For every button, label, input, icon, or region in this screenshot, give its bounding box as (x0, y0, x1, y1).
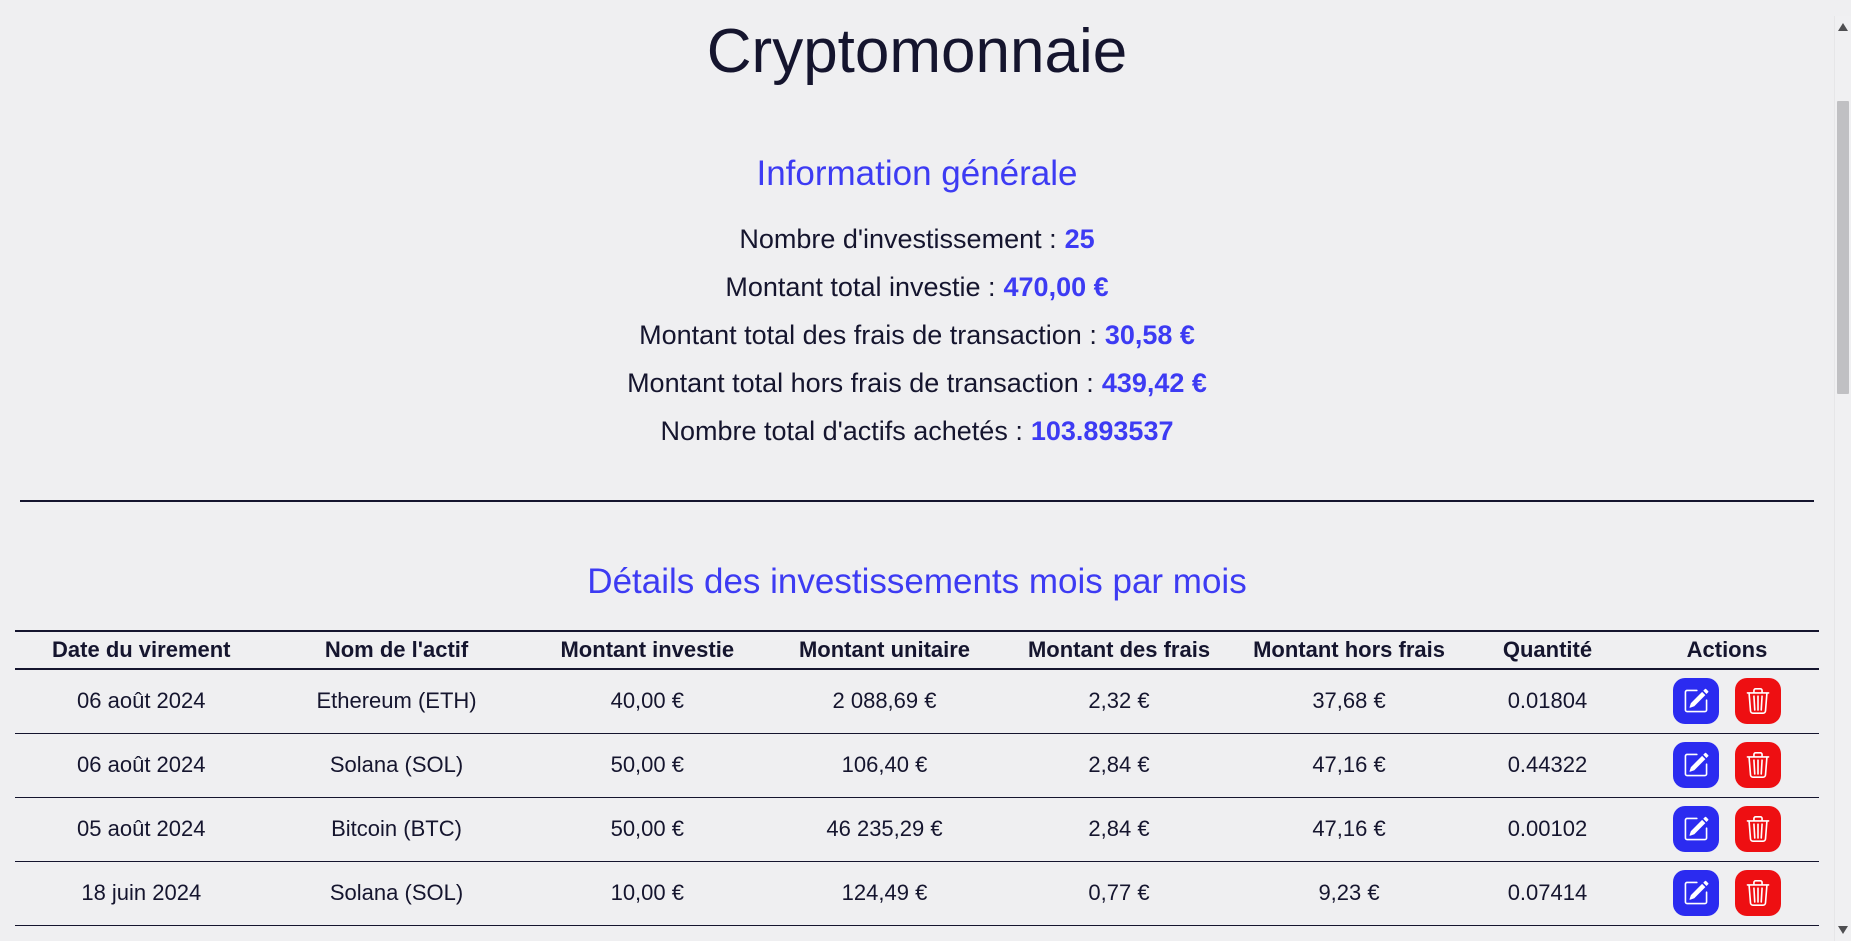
stat-label: Montant total hors frais de transaction … (627, 367, 1094, 398)
trash-icon (1745, 880, 1771, 907)
cell-date: 06 août 2024 (15, 668, 268, 734)
table-row: 18 juin 2024 Solana (SOL) 10,00 € 124,49… (15, 861, 1819, 926)
stat-value: 25 (1064, 223, 1095, 254)
stat-label: Nombre d'investissement : (739, 223, 1057, 254)
cell-fees: 2,84 € (999, 797, 1239, 862)
scrollbar-up-arrow[interactable] (1838, 23, 1848, 31)
cell-net: 9,23 € (1238, 861, 1460, 926)
cell-invested: 10,00 € (525, 861, 770, 926)
col-header-fees: Montant des frais (999, 629, 1239, 670)
stat-line: Montant total investie :470,00 € (0, 263, 1834, 311)
table-row: 06 août 2024 Ethereum (ETH) 40,00 € 2 08… (15, 668, 1819, 734)
trash-icon (1745, 688, 1771, 715)
cell-net: 47,16 € (1238, 797, 1460, 862)
table-header-row: Date du virement Nom de l'actif Montant … (15, 629, 1819, 670)
pencil-square-icon (1683, 688, 1709, 714)
scrollbar[interactable] (1834, 16, 1851, 941)
delete-button[interactable] (1735, 806, 1782, 853)
pencil-square-icon (1683, 880, 1709, 906)
cell-quantity: 0.00102 (1459, 797, 1635, 862)
col-header-quantity: Quantité (1459, 629, 1635, 670)
investments-table: Date du virement Nom de l'actif Montant … (15, 629, 1819, 926)
cell-date: 06 août 2024 (15, 733, 268, 798)
trash-icon (1745, 752, 1771, 779)
cell-unit: 124,49 € (769, 861, 1000, 926)
cell-asset: Solana (SOL) (267, 861, 526, 926)
edit-button[interactable] (1672, 742, 1719, 789)
delete-button[interactable] (1735, 742, 1782, 789)
cell-fees: 0,77 € (999, 861, 1239, 926)
stat-line: Montant total des frais de transaction :… (0, 311, 1834, 359)
col-header-date: Date du virement (15, 629, 268, 670)
general-info-heading: Information générale (756, 154, 1078, 194)
cell-fees: 2,84 € (999, 733, 1239, 798)
section-divider (20, 499, 1814, 502)
delete-button[interactable] (1735, 870, 1782, 917)
cell-asset: Ethereum (ETH) (267, 668, 526, 734)
investments-table-body: 06 août 2024 Ethereum (ETH) 40,00 € 2 08… (15, 668, 1819, 926)
cell-fees: 2,32 € (999, 668, 1239, 734)
pencil-square-icon (1683, 816, 1709, 842)
details-heading: Détails des investissements mois par moi… (587, 561, 1247, 601)
table-row: 05 août 2024 Bitcoin (BTC) 50,00 € 46 23… (15, 797, 1819, 862)
cell-unit: 2 088,69 € (769, 668, 1000, 734)
cell-actions (1634, 861, 1819, 926)
cell-net: 47,16 € (1238, 733, 1460, 798)
delete-button[interactable] (1735, 678, 1782, 725)
cell-actions (1634, 668, 1819, 734)
cell-quantity: 0.01804 (1459, 668, 1635, 734)
cell-invested: 50,00 € (525, 733, 770, 798)
cell-invested: 40,00 € (525, 668, 770, 734)
cell-quantity: 0.07414 (1459, 861, 1635, 926)
col-header-net: Montant hors frais (1238, 629, 1460, 670)
stat-label: Montant total des frais de transaction : (639, 319, 1097, 350)
pencil-square-icon (1683, 752, 1709, 778)
stat-value: 30,58 € (1104, 319, 1195, 350)
cell-actions (1634, 797, 1819, 862)
cell-asset: Solana (SOL) (267, 733, 526, 798)
stat-value: 103.893537 (1030, 415, 1174, 446)
col-header-actions: Actions (1634, 629, 1819, 670)
cell-asset: Bitcoin (BTC) (267, 797, 526, 862)
stat-line: Nombre d'investissement :25 (0, 215, 1834, 263)
edit-button[interactable] (1672, 806, 1719, 853)
table-row: 06 août 2024 Solana (SOL) 50,00 € 106,40… (15, 733, 1819, 798)
col-header-invested: Montant investie (525, 629, 770, 670)
cell-unit: 46 235,29 € (769, 797, 1000, 862)
stat-label: Nombre total d'actifs achetés : (660, 415, 1023, 446)
stat-value: 470,00 € (1003, 271, 1109, 302)
scrollbar-thumb[interactable] (1837, 101, 1849, 394)
cell-net: 37,68 € (1238, 668, 1460, 734)
general-info-stats: Nombre d'investissement :25 Montant tota… (0, 215, 1834, 455)
trash-icon (1745, 816, 1771, 843)
edit-button[interactable] (1672, 870, 1719, 917)
edit-button[interactable] (1672, 678, 1719, 725)
col-header-unit: Montant unitaire (769, 629, 1000, 670)
cell-quantity: 0.44322 (1459, 733, 1635, 798)
scrollbar-down-arrow[interactable] (1838, 926, 1848, 934)
main-content: Cryptomonnaie Information générale Nombr… (0, 16, 1834, 926)
stat-line: Nombre total d'actifs achetés :103.89353… (0, 407, 1834, 455)
stat-value: 439,42 € (1101, 367, 1207, 398)
cell-date: 18 juin 2024 (15, 861, 268, 926)
cell-unit: 106,40 € (769, 733, 1000, 798)
cell-actions (1634, 733, 1819, 798)
cell-invested: 50,00 € (525, 797, 770, 862)
stat-label: Montant total investie : (725, 271, 996, 302)
cell-date: 05 août 2024 (15, 797, 268, 862)
page-title: Cryptomonnaie (706, 17, 1128, 86)
col-header-asset: Nom de l'actif (267, 629, 526, 670)
stat-line: Montant total hors frais de transaction … (0, 359, 1834, 407)
